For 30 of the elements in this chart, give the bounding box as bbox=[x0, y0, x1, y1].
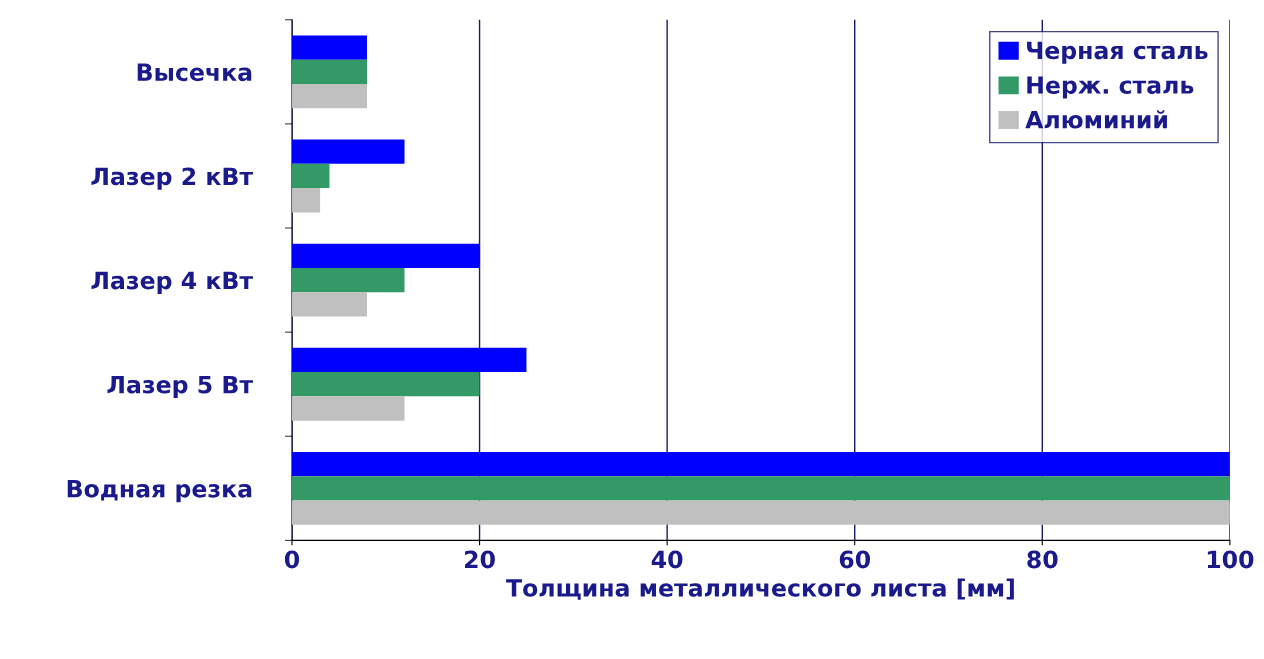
y-tick-label: Лазер 5 Вт bbox=[107, 375, 253, 399]
legend-label: Нерж. сталь bbox=[1027, 76, 1194, 99]
bar bbox=[291, 163, 330, 189]
x-tick-label: 80 bbox=[1027, 550, 1058, 569]
legend-label: Алюминий bbox=[1025, 110, 1167, 129]
x-tick-label: 40 bbox=[651, 550, 683, 569]
x-axis-title: Толщина металлического листа [мм] bbox=[506, 578, 1014, 600]
bar bbox=[291, 372, 480, 397]
bar bbox=[291, 396, 405, 421]
bar bbox=[291, 139, 405, 164]
x-tick-label: 20 bbox=[465, 550, 495, 569]
x-tick-label: 60 bbox=[839, 550, 871, 569]
bar bbox=[291, 292, 368, 317]
bar bbox=[291, 59, 368, 84]
x-tick-label: 100 bbox=[1207, 550, 1254, 569]
x-tick-label: 0 bbox=[284, 550, 300, 569]
y-tick-label: Лазер 4 кВт bbox=[91, 271, 253, 294]
bar bbox=[291, 83, 368, 109]
bar bbox=[291, 347, 527, 373]
bar bbox=[291, 243, 480, 268]
bar bbox=[291, 267, 405, 293]
y-tick-label: Лазер 2 кВт bbox=[91, 167, 253, 190]
bar bbox=[291, 500, 1230, 525]
y-tick-label: Водная резка bbox=[67, 480, 252, 503]
bar bbox=[291, 451, 1230, 477]
legend-label: Черная сталь bbox=[1027, 41, 1208, 64]
bar bbox=[291, 35, 368, 60]
bar bbox=[291, 188, 321, 213]
bar bbox=[291, 476, 1230, 501]
y-tick-label: Высечка bbox=[137, 63, 252, 82]
